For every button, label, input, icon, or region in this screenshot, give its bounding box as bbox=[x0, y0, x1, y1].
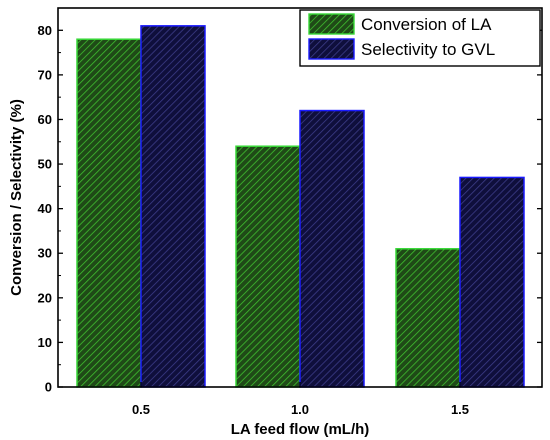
x-axis-title: LA feed flow (mL/h) bbox=[231, 421, 370, 438]
legend-label: Selectivity to GVL bbox=[361, 40, 495, 59]
x-axis: 0.5 1.0 1.5 bbox=[132, 382, 469, 417]
legend-swatch bbox=[308, 38, 355, 60]
y-tick-label: 30 bbox=[38, 246, 52, 261]
bar-selectivity-0-5 bbox=[140, 25, 206, 388]
bar-conversion-0-5 bbox=[76, 38, 142, 388]
y-tick-label: 80 bbox=[38, 23, 52, 38]
y-tick-label: 60 bbox=[38, 112, 52, 127]
bar-conversion-1-0 bbox=[235, 145, 301, 388]
legend: Conversion of LA Selectivity to GVL bbox=[299, 9, 541, 67]
legend-label: Conversion of LA bbox=[361, 15, 492, 34]
y-axis-title: Conversion / Selectivity (%) bbox=[8, 99, 25, 296]
x-tick-label: 0.5 bbox=[132, 402, 150, 417]
bar-conversion-1-5 bbox=[395, 248, 461, 388]
y-tick-label: 10 bbox=[38, 335, 52, 350]
legend-swatch bbox=[308, 13, 355, 35]
y-tick-label: 50 bbox=[38, 157, 52, 172]
y-tick-label: 20 bbox=[38, 290, 52, 305]
y-tick-label: 0 bbox=[45, 380, 52, 395]
bar-selectivity-1-5 bbox=[459, 176, 525, 388]
bars-layer bbox=[76, 25, 525, 388]
bar-selectivity-1-0 bbox=[299, 109, 365, 388]
y-tick-label: 40 bbox=[38, 201, 52, 216]
x-tick-label: 1.0 bbox=[291, 402, 309, 417]
y-tick-label: 70 bbox=[38, 67, 52, 82]
x-tick-label: 1.5 bbox=[451, 402, 469, 417]
